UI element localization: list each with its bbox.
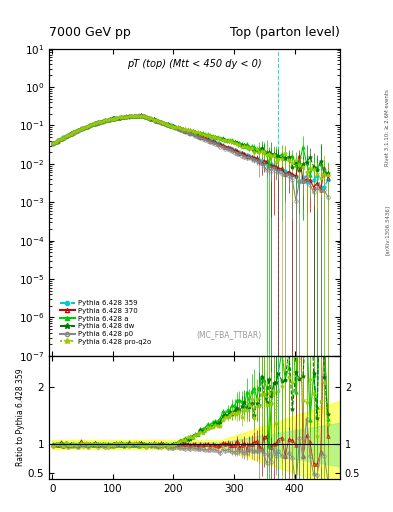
Text: (MC_FBA_TTBAR): (MC_FBA_TTBAR)	[197, 330, 262, 339]
Text: 7000 GeV pp: 7000 GeV pp	[49, 27, 131, 39]
Y-axis label: Ratio to Pythia 6.428 359: Ratio to Pythia 6.428 359	[16, 369, 25, 466]
Text: Top (parton level): Top (parton level)	[230, 27, 340, 39]
Text: Rivet 3.1.10; ≥ 2.6M events: Rivet 3.1.10; ≥ 2.6M events	[385, 90, 389, 166]
Text: [arXiv:1306.3436]: [arXiv:1306.3436]	[385, 205, 389, 255]
Legend: Pythia 6.428 359, Pythia 6.428 370, Pythia 6.428 a, Pythia 6.428 dw, Pythia 6.42: Pythia 6.428 359, Pythia 6.428 370, Pyth…	[59, 299, 152, 346]
Text: pT (top) (Mtt < 450 dy < 0): pT (top) (Mtt < 450 dy < 0)	[127, 59, 262, 70]
